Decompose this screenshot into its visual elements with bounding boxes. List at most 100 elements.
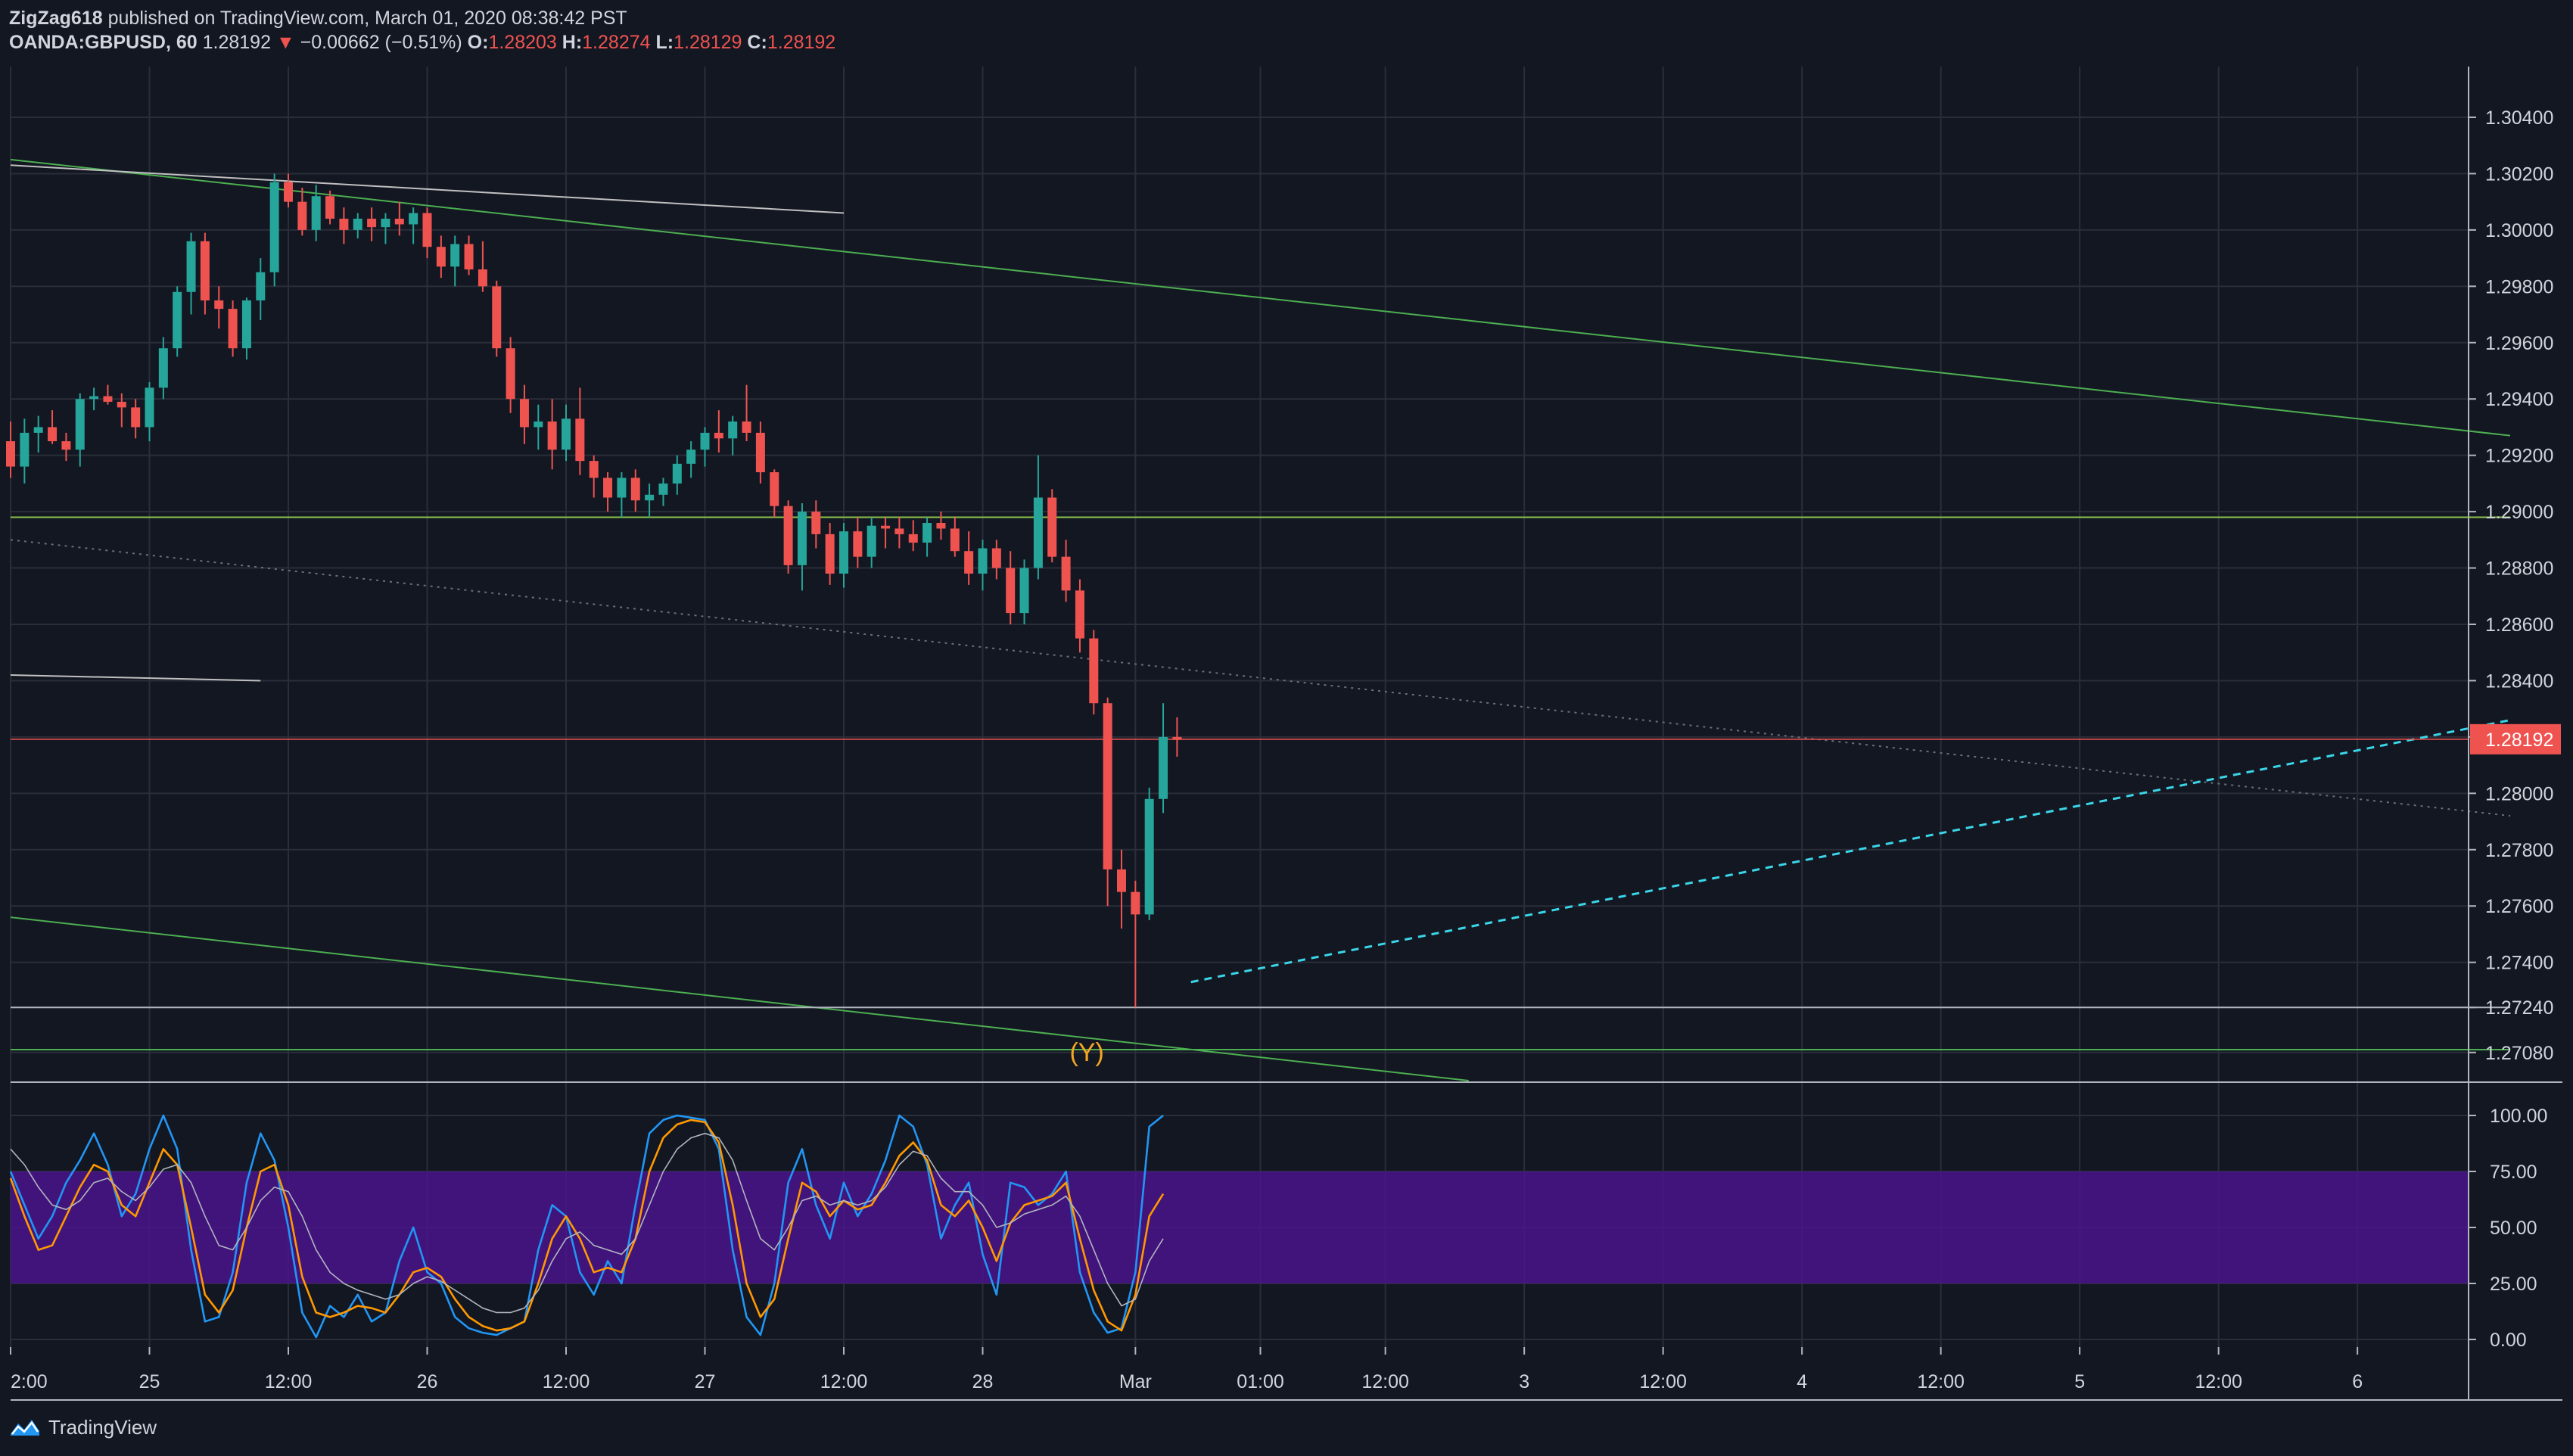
candle (381, 213, 390, 244)
candle (1019, 559, 1029, 624)
candle-body (714, 432, 723, 439)
time-tick-label: 12:00 (2195, 1371, 2242, 1392)
candle (436, 235, 446, 278)
time-axis[interactable]: 2:00 25 12:00 26 12:00 27 12:00 28 Mar 01:00 12:00… (10, 1347, 2363, 1392)
time-tick-label: 2:00 (11, 1371, 48, 1392)
last-price: 1.28192 (202, 32, 271, 53)
candle-body (131, 407, 141, 428)
candle (672, 455, 682, 495)
candle (1033, 455, 1043, 580)
candle (256, 258, 266, 320)
candle (908, 520, 918, 552)
price-tick-label: 1.30200 (2485, 163, 2553, 185)
price-tick-label: 1.29400 (2485, 389, 2553, 410)
low-value: 1.28129 (674, 32, 742, 53)
candle-body (228, 309, 238, 349)
candle (464, 235, 474, 275)
candle (658, 478, 668, 506)
candle-body (1089, 638, 1099, 704)
chart-header: ZigZag618 published on TradingView.com, … (9, 6, 835, 54)
candle-body (811, 512, 821, 534)
stoch-rsi-pane[interactable] (9, 1114, 1165, 1339)
candle-body (492, 286, 502, 349)
price-tick-label: 1.29000 (2485, 502, 2553, 523)
price-tick-label: 1.28600 (2485, 614, 2553, 636)
candle-body (978, 548, 988, 574)
candle (103, 384, 113, 405)
candle-body (241, 300, 251, 349)
time-tick-label: 26 (417, 1371, 438, 1392)
tradingview-brand[interactable]: TradingView (48, 1415, 157, 1439)
author-name[interactable]: ZigZag618 (9, 8, 103, 29)
time-tick-label: 12:00 (543, 1371, 590, 1392)
candle-body (450, 244, 460, 267)
candle-body (853, 531, 863, 557)
candle-body (1047, 497, 1057, 557)
candle-body (825, 534, 835, 574)
candle (936, 512, 946, 540)
candle-body (783, 506, 793, 565)
candle (325, 190, 335, 225)
candle (714, 410, 723, 453)
candle-body (506, 348, 515, 400)
candle (20, 418, 30, 484)
candle-body (589, 461, 599, 478)
candle-body (881, 525, 891, 529)
candle-body (964, 551, 974, 574)
candle (173, 286, 182, 357)
header-line-2: OANDA:GBPUSD, 60 1.28192 ▼ −0.00662 (−0.… (9, 30, 835, 54)
price-axis[interactable]: 1.30400 1.30200 1.30000 1.29800 1.29600 1.294… (2469, 107, 2561, 1064)
candle-body (158, 348, 168, 388)
candle-body (603, 478, 613, 498)
candle-body (1131, 891, 1140, 915)
candle-body (770, 472, 779, 506)
candle (728, 415, 738, 456)
candle-body (6, 441, 15, 467)
candle (200, 232, 210, 315)
candle (394, 201, 404, 236)
header-line-1: ZigZag618 published on TradingView.com, … (9, 6, 835, 30)
candle (562, 404, 571, 462)
candle (922, 517, 932, 557)
candle-body (797, 512, 807, 565)
price-tick-label: 1.27800 (2485, 840, 2553, 861)
candle (117, 393, 126, 428)
stoch-axis[interactable]: 100.00 75.00 50.00 25.00 0.00 (2469, 1106, 2547, 1351)
tradingview-logo-icon[interactable] (9, 1417, 41, 1437)
candle (575, 387, 585, 475)
time-tick-label: 12:00 (820, 1371, 868, 1392)
candle-body (33, 427, 43, 433)
candle-body (686, 450, 696, 464)
candle-body (436, 247, 446, 267)
symbol-label[interactable]: OANDA:GBPUSD, 60 (9, 32, 198, 53)
candle-body (1103, 703, 1112, 870)
candle-body (478, 269, 487, 287)
candle (145, 381, 154, 442)
candle (742, 384, 751, 442)
candle (6, 422, 15, 478)
candle-body (534, 422, 543, 428)
candle (367, 207, 377, 241)
trendlines[interactable] (10, 158, 2511, 1081)
candle-body (755, 432, 765, 472)
candle-body (20, 432, 30, 467)
candle (131, 399, 141, 439)
candle (825, 523, 835, 585)
candle-body (353, 219, 362, 230)
candle-body (575, 418, 585, 462)
upper-channel-line (10, 158, 2511, 437)
candle-body (1144, 798, 1154, 915)
candle-body (1019, 568, 1029, 614)
price-tick-label: 1.29200 (2485, 446, 2553, 467)
price-tick-label: 1.28000 (2485, 783, 2553, 804)
candle-body (269, 182, 279, 272)
candle (589, 455, 599, 498)
open-label: O: (467, 32, 489, 53)
candle (186, 232, 196, 315)
candle-body (728, 422, 738, 439)
candle (783, 500, 793, 574)
candles[interactable] (6, 173, 1182, 1008)
candle (284, 173, 293, 208)
candle (1089, 630, 1099, 715)
